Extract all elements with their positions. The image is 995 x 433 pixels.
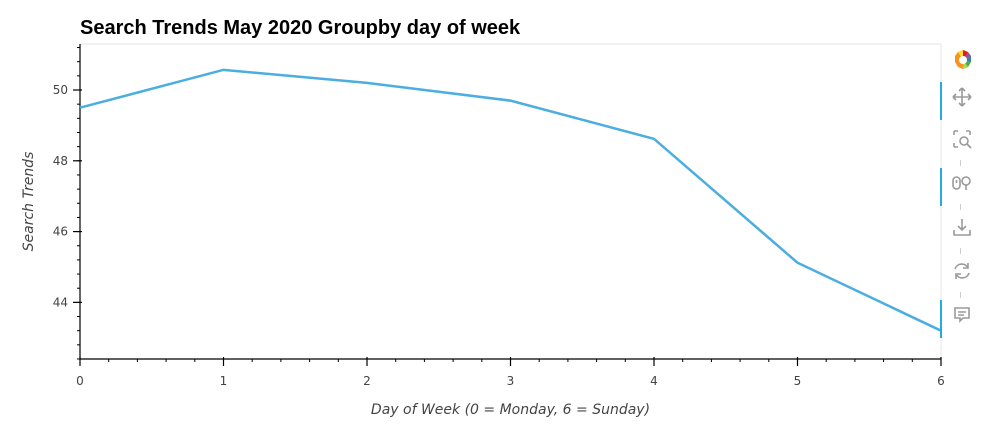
reset-icon [954,263,970,279]
wheel-zoom-tool[interactable] [940,164,984,206]
y-axis: 44 46 48 50 [53,44,82,360]
bokeh-logo-icon [955,50,971,69]
pan-icon [952,87,972,107]
x-axis: 0 1 2 3 4 5 6 [76,357,945,388]
y-tick-label: 46 [53,225,68,239]
chart-title: Search Trends May 2020 Groupby day of we… [80,17,521,39]
y-tick-label: 50 [53,83,68,97]
x-tick-label: 0 [76,374,84,388]
wheel-zoom-icon [952,176,971,190]
x-tick-label: 4 [650,374,658,388]
toolbar-separator [960,248,961,254]
series-line [79,68,942,332]
hover-icon [954,307,970,323]
plot-frame [79,43,942,360]
toolbar-separator [960,204,961,210]
save-tool[interactable] [940,208,984,248]
x-tick-label: 1 [220,374,228,388]
bokeh-logo[interactable] [940,40,984,80]
reset-tool[interactable] [940,252,984,292]
x-tick-label: 3 [507,374,515,388]
pan-tool[interactable] [940,78,984,120]
hover-tool[interactable] [940,296,984,338]
x-tick-label: 6 [937,374,945,388]
save-icon [953,219,971,236]
toolbar-separator [960,160,961,166]
chart-toolbar [940,40,984,340]
toolbar-separator [960,292,961,298]
y-tick-label: 48 [53,154,68,168]
y-tick-label: 44 [53,295,68,309]
box-zoom-icon [953,130,972,149]
y-axis-label: Search Trends [21,152,37,252]
x-axis-label: Day of Week (0 = Monday, 6 = Sunday) [371,402,650,418]
x-tick-label: 2 [363,374,371,388]
x-tick-label: 5 [794,374,802,388]
box-zoom-tool[interactable] [940,120,984,160]
